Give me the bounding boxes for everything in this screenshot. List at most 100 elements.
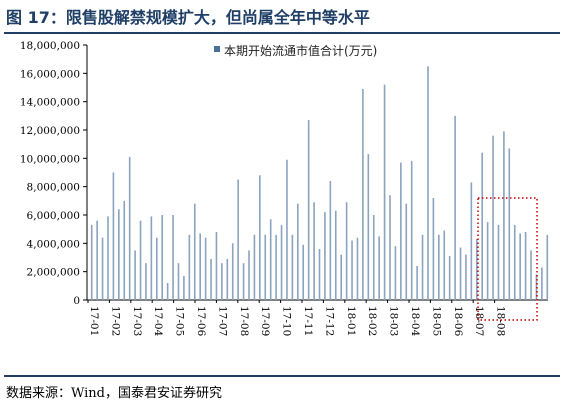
bar (155, 237, 158, 300)
bar (264, 234, 267, 300)
x-tick-label: 17-01 (88, 306, 100, 336)
bar (356, 237, 359, 300)
bar (150, 216, 153, 300)
bar (177, 263, 180, 300)
bar (383, 84, 386, 300)
x-tick-label: 17-05 (174, 306, 186, 336)
bar (307, 120, 310, 300)
x-tick-label: 18-01 (345, 306, 357, 336)
bar (405, 203, 408, 300)
bar (492, 135, 494, 300)
bar (112, 172, 115, 300)
bar (210, 258, 212, 300)
bar (367, 154, 370, 300)
x-tick-label: 17-04 (152, 306, 164, 337)
bar (221, 263, 223, 300)
y-tick-label: 2,000,000 (27, 267, 80, 279)
bar (139, 220, 142, 300)
bar (101, 237, 104, 300)
x-tick-label: 17-12 (323, 306, 335, 336)
bar (340, 254, 342, 300)
x-tick-label: 17-03 (131, 306, 143, 336)
y-tick-label: 0 (73, 295, 80, 307)
legend-label: 本期开始流通市值合计(万元) (224, 43, 377, 58)
bar (508, 148, 511, 300)
bar (530, 250, 532, 300)
bar (253, 234, 256, 300)
bar (448, 256, 451, 300)
x-tick-label: 17-07 (216, 306, 228, 336)
y-tick-label: 4,000,000 (27, 238, 80, 250)
bar (470, 182, 473, 300)
x-tick-label: 18-07 (473, 306, 485, 336)
bar (394, 246, 397, 300)
bar (459, 247, 462, 300)
bar (465, 254, 467, 300)
bar (188, 234, 191, 300)
x-tick-label: 18-06 (452, 306, 464, 337)
bar (503, 131, 505, 300)
x-tick-label: 18-03 (388, 306, 400, 336)
bar (497, 224, 500, 300)
bar (259, 175, 261, 300)
y-tick-label: 14,000,000 (20, 97, 80, 109)
y-tick-label: 12,000,000 (20, 125, 80, 137)
x-tick-label: 17-10 (281, 306, 293, 336)
bar-chart: 0 2,000,000 4,000,000 6,000,000 8,000,000 10,… (20, 40, 549, 337)
bar (475, 239, 478, 300)
bar (123, 200, 126, 300)
bar (215, 232, 218, 300)
legend-swatch (214, 46, 220, 52)
bar (242, 263, 245, 300)
x-tick-label: 17-09 (259, 306, 271, 336)
bar (237, 179, 239, 300)
bar (134, 250, 136, 300)
x-tick-label: 18-08 (495, 306, 507, 336)
bar (280, 224, 283, 300)
bar (400, 162, 402, 300)
bar (372, 215, 375, 300)
bar (324, 212, 326, 300)
bar (145, 263, 147, 300)
bar (432, 198, 435, 300)
x-tick-label: 17-06 (195, 306, 207, 337)
bar (345, 202, 348, 300)
bar (286, 159, 288, 300)
bar (427, 66, 429, 300)
bar-series (90, 66, 549, 300)
bar (302, 244, 305, 300)
bar (231, 243, 234, 300)
top-rule (4, 32, 560, 34)
bar (313, 202, 315, 300)
bar (486, 222, 489, 300)
bar (172, 215, 174, 300)
bottom-rule (4, 375, 560, 377)
bar (269, 219, 272, 300)
bar (334, 210, 337, 300)
bar (183, 275, 185, 300)
bar (90, 224, 93, 300)
y-tick-label: 8,000,000 (27, 182, 80, 194)
x-tick-label: 17-11 (302, 306, 314, 336)
bar (443, 230, 446, 300)
bar (389, 195, 391, 300)
bar (128, 156, 131, 300)
y-tick-label: 18,000,000 (20, 40, 80, 52)
bar (161, 215, 164, 300)
bar (199, 233, 201, 300)
y-tick-label: 6,000,000 (27, 210, 80, 222)
bar (193, 203, 196, 300)
bar (329, 181, 332, 300)
bar (297, 203, 299, 300)
source-note: 数据来源：Wind，国泰君安证券研究 (6, 386, 222, 401)
x-tick-label: 17-02 (109, 306, 121, 336)
bar (546, 234, 549, 300)
y-axis: 0 2,000,000 4,000,000 6,000,000 8,000,000 10,… (20, 40, 88, 307)
bar (204, 237, 207, 300)
x-tick-label: 18-02 (366, 306, 378, 336)
x-tick-label: 18-05 (430, 306, 442, 336)
legend: 本期开始流通市值合计(万元) (214, 43, 377, 58)
bar (454, 115, 456, 300)
x-tick-label: 18-04 (409, 306, 421, 337)
y-tick-label: 10,000,000 (20, 153, 80, 165)
